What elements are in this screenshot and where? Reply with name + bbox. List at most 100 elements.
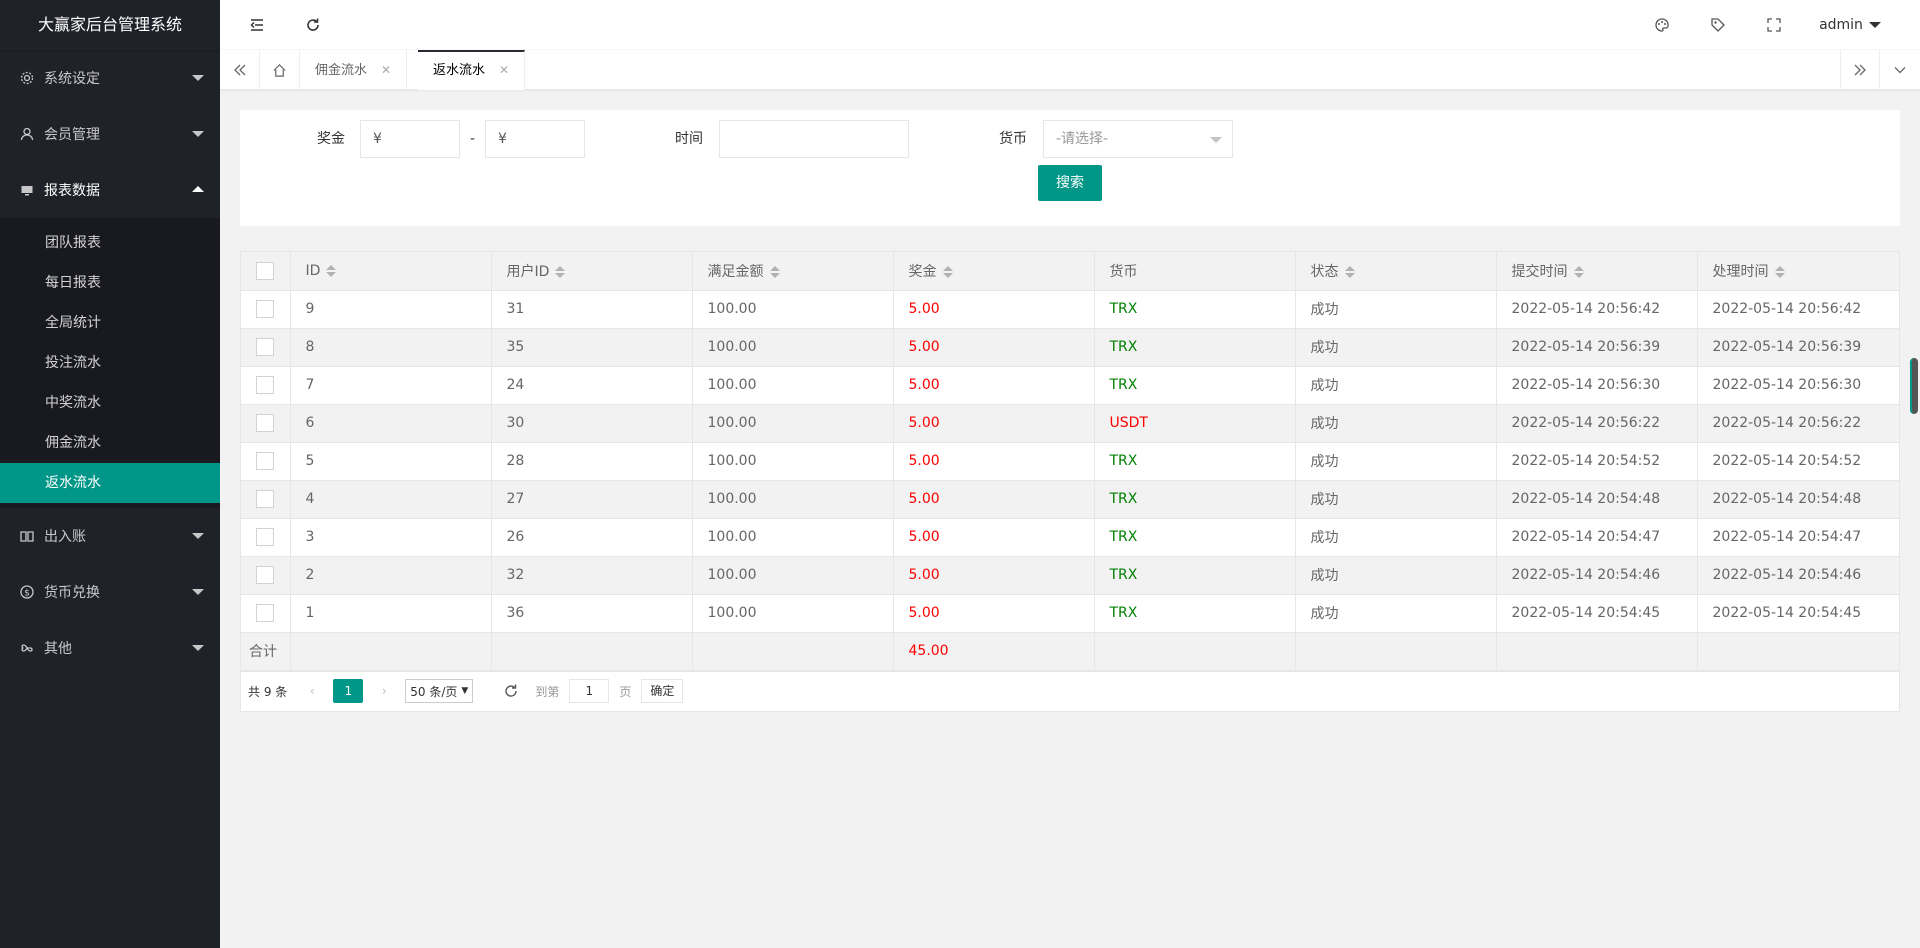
sort-icon[interactable] <box>1573 265 1584 278</box>
chevron-up-icon <box>192 186 204 192</box>
table-row[interactable]: 2 32 100.00 5.00 TRX 成功 2022-05-14 20:54:46 202… <box>241 556 1900 595</box>
subnav-daily-report[interactable]: 每日报表 <box>45 275 101 291</box>
close-icon[interactable]: ✕ <box>381 63 392 77</box>
search-button[interactable]: 搜索 <box>1038 165 1102 201</box>
tab-scroll-right-icon[interactable] <box>1840 50 1880 90</box>
table-cell: 成功 <box>1295 290 1497 329</box>
table-cell: 5.00 <box>893 328 1095 367</box>
subnav-global-stats[interactable]: 全局统计 <box>45 315 101 331</box>
table-row[interactable]: 3 26 100.00 5.00 TRX 成功 2022-05-14 20:54:47 202… <box>241 518 1900 557</box>
table-cell: 2022-05-14 20:54:45 <box>1496 594 1698 633</box>
sidebar-item-system-settings[interactable]: 系统设定 <box>0 50 220 106</box>
sort-icon[interactable] <box>326 264 337 277</box>
table-row[interactable]: 9 31 100.00 5.00 TRX 成功 2022-05-14 20:56:42 202… <box>241 290 1900 329</box>
page-scrollbar[interactable] <box>1910 358 1918 414</box>
tab-commission-flow[interactable]: 佣金流水 ✕ <box>300 50 408 90</box>
column-header[interactable]: 用户ID <box>491 252 693 291</box>
column-header[interactable]: 状态 <box>1295 252 1497 291</box>
row-checkbox-cell <box>241 404 291 443</box>
next-page-icon[interactable]: › <box>381 684 387 698</box>
refresh-icon[interactable] <box>503 683 519 699</box>
tag-icon[interactable] <box>1698 0 1738 50</box>
range-dash: - <box>470 131 476 147</box>
home-icon[interactable] <box>260 50 300 90</box>
sidebar-item-report-data[interactable]: 报表数据 <box>0 162 220 218</box>
table-cell: 5.00 <box>893 480 1095 519</box>
table-cell: 5.00 <box>893 518 1095 557</box>
row-checkbox[interactable] <box>256 452 275 470</box>
prev-page-icon[interactable]: ‹ <box>309 684 315 698</box>
sort-icon[interactable] <box>769 265 780 278</box>
column-header[interactable]: 满足金额 <box>692 252 894 291</box>
subnav-commission-flow[interactable]: 佣金流水 <box>45 435 101 451</box>
table-row[interactable]: 5 28 100.00 5.00 TRX 成功 2022-05-14 20:54:52 202… <box>241 442 1900 481</box>
page-unit: 页 <box>619 684 632 699</box>
table-cell: 2022-05-14 20:56:39 <box>1697 328 1900 367</box>
sidebar-item-member-management[interactable]: 会员管理 <box>0 106 220 162</box>
currency-select[interactable]: -请选择- <box>1043 120 1233 158</box>
page-size-select[interactable]: 50 条/页 ▼ <box>405 679 474 703</box>
refresh-icon[interactable] <box>293 0 333 50</box>
sidebar-item-accounts[interactable]: 出入账 <box>0 508 220 564</box>
row-checkbox[interactable] <box>256 338 275 356</box>
caret-down-icon <box>1868 22 1881 28</box>
column-header[interactable]: ID <box>290 252 492 291</box>
row-checkbox-cell <box>241 480 291 519</box>
report-submenu: 团队报表 每日报表 全局统计 投注流水 中奖流水 佣金流水 返水流水 <box>0 218 220 508</box>
table-row[interactable]: 6 30 100.00 5.00 USDT 成功 2022-05-14 20:56:22 20… <box>241 404 1900 443</box>
table-row[interactable]: 4 27 100.00 5.00 TRX 成功 2022-05-14 20:54:48 202… <box>241 480 1900 519</box>
row-checkbox[interactable] <box>256 566 275 584</box>
table-row[interactable]: 8 35 100.00 5.00 TRX 成功 2022-05-14 20:56:39 202… <box>241 328 1900 367</box>
subnav-win-flow[interactable]: 中奖流水 <box>45 395 101 411</box>
row-checkbox[interactable] <box>256 604 275 622</box>
table-cell: TRX <box>1094 442 1296 481</box>
goto-confirm-button[interactable]: 确定 <box>641 679 684 703</box>
collapse-menu-icon[interactable] <box>237 0 277 50</box>
sort-icon[interactable] <box>942 265 953 278</box>
sort-icon[interactable] <box>1344 265 1355 278</box>
goto-page-input[interactable]: 1 <box>569 679 610 703</box>
chevron-down-icon <box>192 131 204 137</box>
sort-icon[interactable] <box>555 265 566 278</box>
select-all-checkbox[interactable] <box>256 261 275 280</box>
row-checkbox[interactable] <box>256 300 275 318</box>
table-cell: 30 <box>491 404 693 443</box>
table-cell: 2022-05-14 20:54:52 <box>1496 442 1698 481</box>
subnav-team-report[interactable]: 团队报表 <box>45 235 101 251</box>
fullscreen-icon[interactable] <box>1754 0 1794 50</box>
close-icon[interactable]: ✕ <box>499 63 510 77</box>
row-checkbox[interactable] <box>256 490 275 508</box>
row-checkbox[interactable] <box>256 528 275 546</box>
palette-icon[interactable] <box>1642 0 1682 50</box>
tab-scroll-left-icon[interactable] <box>220 50 260 90</box>
table-cell: 5.00 <box>893 442 1095 481</box>
sidebar-item-currency-exchange[interactable]: $ 货币兑换 <box>0 564 220 620</box>
time-input[interactable] <box>719 120 909 158</box>
table-row[interactable]: 1 36 100.00 5.00 TRX 成功 2022-05-14 20:54:45 202… <box>241 594 1900 633</box>
table-cell: 24 <box>491 366 693 405</box>
column-header[interactable]: 提交时间 <box>1496 252 1698 291</box>
tab-label: 返水流水 <box>433 63 486 78</box>
table-cell: 5.00 <box>893 290 1095 329</box>
table-cell: 2022-05-14 20:56:30 <box>1496 366 1698 405</box>
table-cell: 31 <box>491 290 693 329</box>
user-menu[interactable]: admin <box>1810 0 1890 50</box>
table-row[interactable]: 7 24 100.00 5.00 TRX 成功 2022-05-14 20:56:30 202… <box>241 366 1900 405</box>
current-page[interactable]: 1 <box>333 679 364 703</box>
column-header[interactable]: 奖金 <box>893 252 1095 291</box>
bonus-min-input[interactable]: ¥ <box>360 120 460 158</box>
tab-options-chevron-icon[interactable] <box>1880 50 1920 90</box>
column-header[interactable]: 处理时间 <box>1697 252 1900 291</box>
subnav-bet-flow[interactable]: 投注流水 <box>45 355 101 371</box>
tab-rebate-flow[interactable]: 返水流水 ✕ <box>418 50 526 90</box>
sort-icon[interactable] <box>1774 265 1785 278</box>
row-checkbox[interactable] <box>256 376 275 394</box>
table-cell: 100.00 <box>692 518 894 557</box>
row-checkbox-cell <box>241 594 291 633</box>
total-count: 共 9 条 <box>248 684 288 699</box>
subnav-rebate-flow[interactable]: 返水流水 <box>0 463 220 503</box>
table-cell: 成功 <box>1295 480 1497 519</box>
sidebar-item-other[interactable]: 其他 <box>0 620 220 676</box>
bonus-max-input[interactable]: ¥ <box>485 120 585 158</box>
row-checkbox[interactable] <box>256 414 275 432</box>
